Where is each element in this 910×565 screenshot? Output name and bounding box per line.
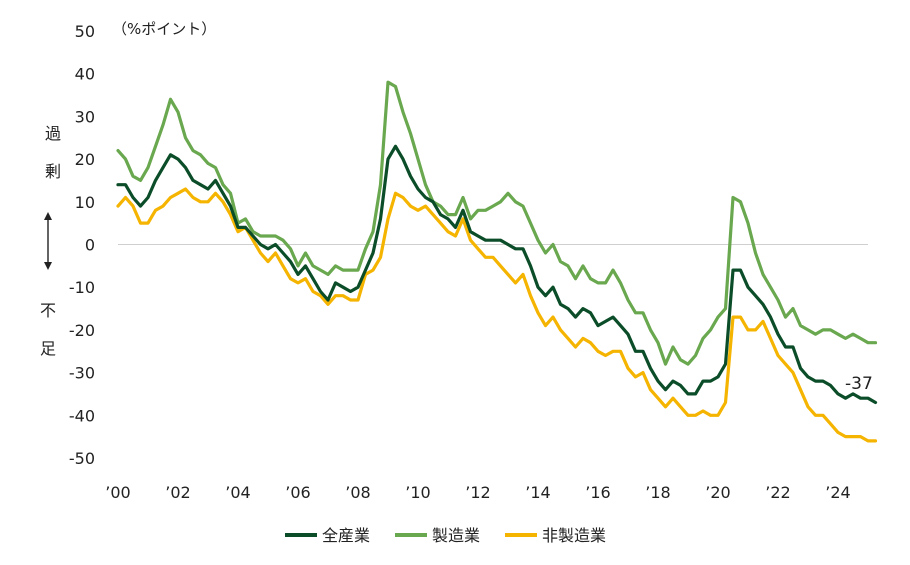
x-tick-label: ’10: [405, 483, 430, 502]
x-tick-label: ’18: [645, 483, 670, 502]
series-line-non-manufacturing: [116, 187, 878, 443]
series-line-manufacturing: [116, 80, 878, 366]
x-tick-label: ’24: [825, 483, 850, 502]
y-tick-label: 30: [75, 107, 95, 126]
side-bottom-char-2: 足: [40, 339, 56, 358]
x-tick-label: ’06: [285, 483, 310, 502]
series-line-all-industries: [116, 144, 878, 405]
x-tick-label: ’20: [705, 483, 730, 502]
x-tick-label: ’12: [465, 483, 490, 502]
y-tick-label: -20: [69, 321, 95, 340]
side-bottom-char-1: 不: [40, 301, 56, 320]
x-axis-ticks: ’00 ’02 ’04 ’06 ’08 ’10 ’12 ’14 ’16 ’18 ’20 ’22 ’24: [105, 483, 850, 502]
arrow-down-head: [44, 262, 52, 270]
side-top-char-2: 剰: [45, 162, 61, 181]
y-axis-ticks: 50 40 30 20 10 0 -10 -20 -30 -40 -50: [69, 22, 95, 468]
side-top-char-1: 過: [45, 124, 61, 143]
arrow-up-head: [44, 212, 52, 220]
unit-label: （%ポイント）: [112, 20, 216, 38]
y-tick-label: -40: [69, 406, 95, 425]
y-tick-label: 0: [85, 236, 95, 255]
x-tick-label: ’04: [225, 483, 250, 502]
y-tick-label: 20: [75, 150, 95, 169]
series-layer: [116, 80, 878, 443]
x-tick-label: ’00: [105, 483, 130, 502]
legend: 全産業 製造業 非製造業: [285, 526, 606, 545]
legend-label-nonmanufacturing: 非製造業: [542, 526, 606, 545]
y-tick-label: 10: [75, 193, 95, 212]
end-value-label: -37: [845, 374, 873, 394]
y-tick-label: 50: [75, 22, 95, 41]
x-tick-label: ’16: [585, 483, 610, 502]
y-tick-label: 40: [75, 65, 95, 84]
y-tick-label: -50: [69, 449, 95, 468]
y-tick-label: -10: [69, 278, 95, 297]
side-annotation: 過 剰 不 足: [40, 124, 61, 358]
x-tick-label: ’08: [345, 483, 370, 502]
x-tick-label: ’22: [765, 483, 790, 502]
y-tick-label: -30: [69, 364, 95, 383]
legend-label-manufacturing: 製造業: [432, 526, 480, 545]
x-tick-label: ’14: [525, 483, 550, 502]
x-tick-label: ’02: [165, 483, 190, 502]
legend-label-all: 全産業: [322, 526, 370, 545]
